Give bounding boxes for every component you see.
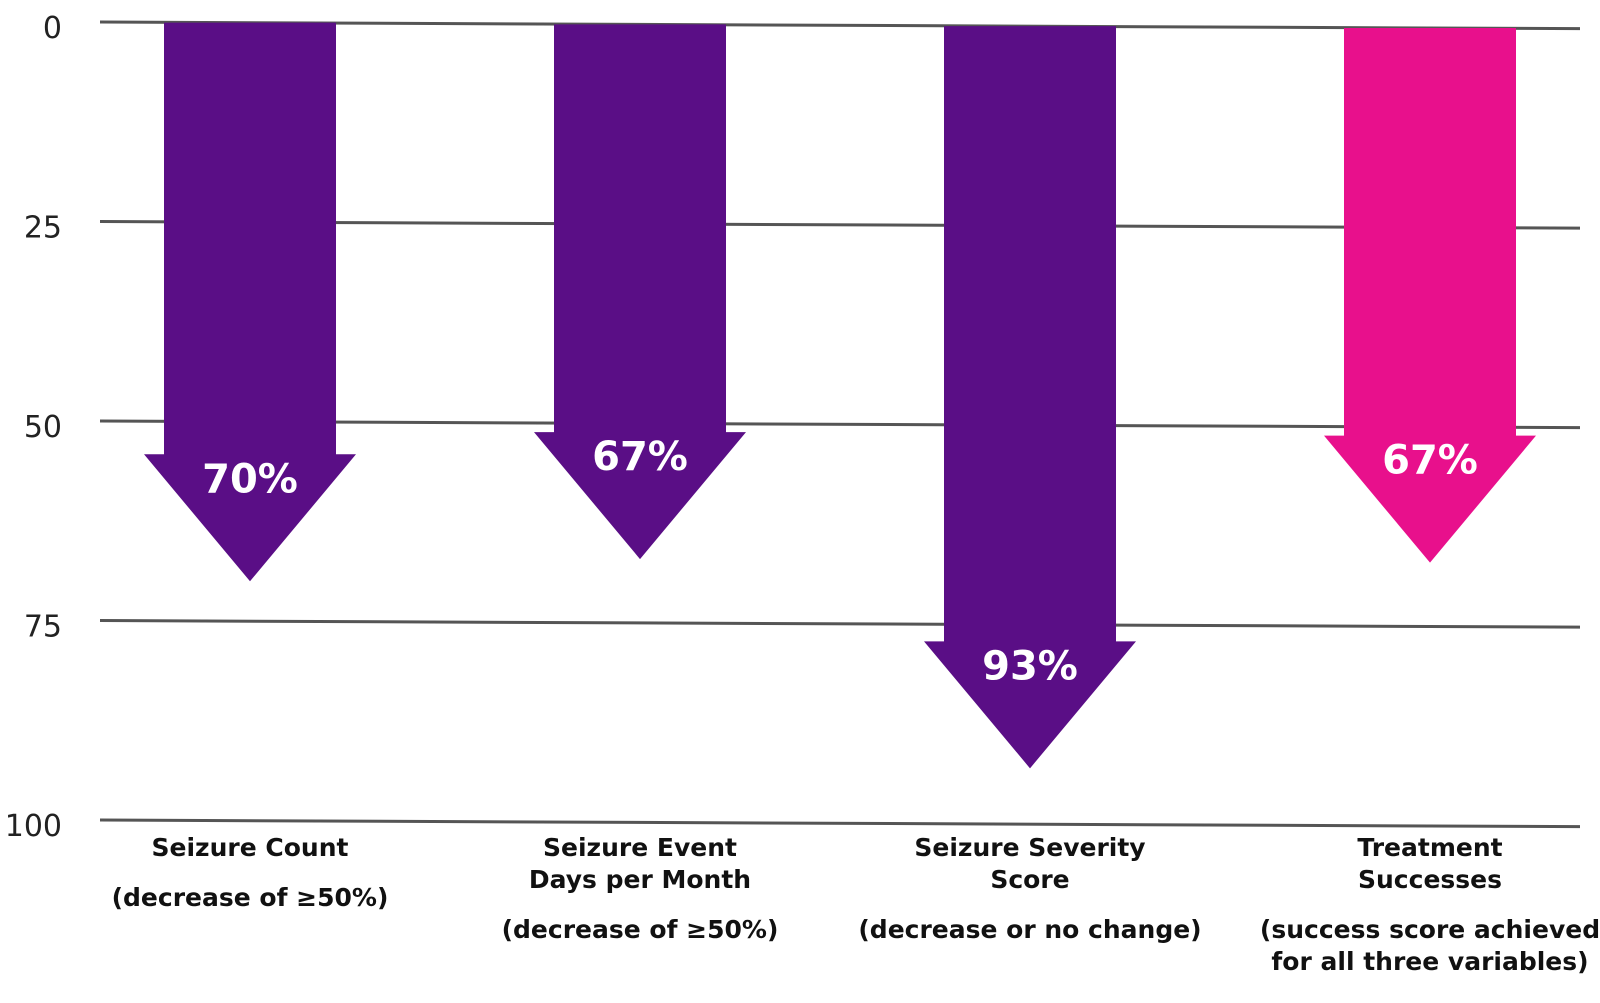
category-note: (decrease or no change) xyxy=(858,915,1202,944)
category-note: (success score achieved for all three va… xyxy=(1259,915,1600,976)
data-label: 70% xyxy=(202,456,298,502)
arrow-1 xyxy=(144,22,356,582)
gridline-75 xyxy=(99,619,1581,629)
grid-lines xyxy=(99,20,1581,829)
category-name: Seizure Severity Score xyxy=(914,833,1146,894)
arrow-4 xyxy=(1324,27,1536,563)
category-label: Seizure Count (decrease of ≥50%) xyxy=(60,832,440,914)
category-note: (decrease of ≥50%) xyxy=(111,883,389,912)
category-name: Treatment Successes xyxy=(1357,833,1503,894)
y-tick-label: 100 xyxy=(5,809,62,844)
category-name: Seizure Event Days per Month xyxy=(528,833,752,894)
gridline-0 xyxy=(99,20,1581,31)
category-note: (decrease of ≥50%) xyxy=(501,915,779,944)
data-label: 67% xyxy=(1382,438,1478,484)
arrows: 70% 67% 93% 67% xyxy=(144,22,1536,769)
arrow-3 xyxy=(924,26,1136,769)
y-tick-label: 50 xyxy=(24,410,62,445)
data-label: 93% xyxy=(982,643,1078,689)
gridline-50 xyxy=(99,419,1581,430)
arrow-2 xyxy=(534,24,746,560)
category-label: Treatment Successes (success score achiev… xyxy=(1240,832,1600,978)
y-axis-ticks: 0 25 50 75 100 xyxy=(5,11,62,844)
category-name: Seizure Count xyxy=(151,833,349,862)
category-label: Seizure Event Days per Month (decrease of… xyxy=(450,832,830,946)
data-label: 67% xyxy=(592,434,688,480)
y-tick-label: 0 xyxy=(43,11,62,46)
category-label: Seizure Severity Score (decrease or no ch… xyxy=(840,832,1220,946)
y-tick-label: 75 xyxy=(24,610,62,645)
y-tick-label: 25 xyxy=(24,211,62,246)
gridline-100 xyxy=(99,818,1581,829)
gridline-25 xyxy=(99,220,1581,230)
